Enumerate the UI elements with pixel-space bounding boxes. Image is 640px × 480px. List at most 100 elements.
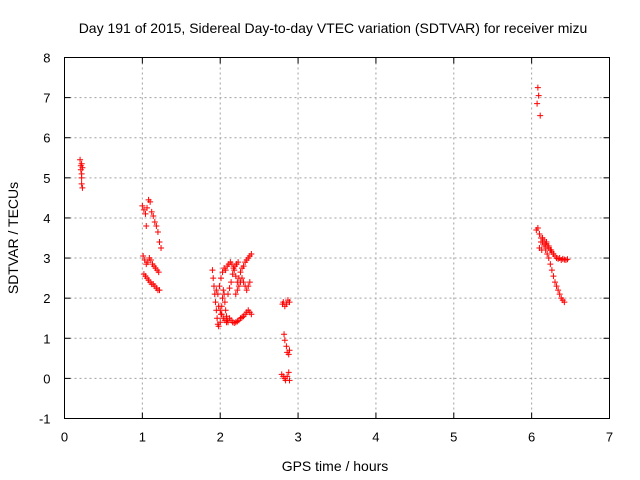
- data-point: [235, 283, 242, 290]
- data-point: [552, 279, 558, 286]
- data-point: [150, 212, 157, 219]
- y-tick-labels: -1 0 1 2 3 4 5 6 7 8: [39, 51, 51, 427]
- data-point: [209, 267, 216, 274]
- data-point: [286, 347, 293, 354]
- data-point: [234, 287, 241, 294]
- data-point: [235, 259, 242, 266]
- x-tick-label: 2: [217, 430, 224, 445]
- data-point: [222, 307, 229, 314]
- data-point: [561, 299, 568, 306]
- data-point: [148, 208, 155, 215]
- y-tick-label: -1: [39, 412, 51, 427]
- data-point: [217, 319, 224, 326]
- data-point: [245, 283, 252, 290]
- data-point: [141, 257, 148, 264]
- data-point: [283, 301, 290, 308]
- data-point: [555, 287, 562, 294]
- data-point: [562, 257, 569, 264]
- data-point: [156, 239, 163, 246]
- data-point: [79, 184, 86, 191]
- data-point: [285, 369, 292, 376]
- data-point: [239, 314, 246, 321]
- data-point: [226, 285, 233, 292]
- data-point: [548, 247, 555, 254]
- y-tick-label: 0: [43, 371, 50, 386]
- data-points: [77, 84, 571, 384]
- data-point: [286, 299, 293, 306]
- data-point: [79, 164, 86, 171]
- y-tick-label: 4: [43, 211, 50, 226]
- grid: [64, 57, 610, 419]
- data-point: [545, 243, 552, 250]
- data-point: [222, 267, 229, 274]
- x-tick-label: 0: [61, 430, 68, 445]
- data-point: [78, 180, 85, 187]
- data-point: [534, 224, 541, 231]
- data-point: [544, 251, 551, 258]
- data-point: [220, 287, 227, 294]
- data-point: [217, 275, 224, 282]
- data-point: [564, 256, 571, 263]
- data-point: [156, 287, 163, 294]
- data-point: [215, 323, 222, 330]
- x-tick-label: 3: [294, 430, 301, 445]
- y-tick-label: 8: [43, 51, 50, 66]
- data-point: [281, 331, 288, 338]
- data-point: [239, 275, 246, 282]
- data-point: [550, 273, 557, 280]
- data-point: [151, 218, 158, 225]
- data-point: [534, 84, 541, 91]
- data-point: [232, 273, 239, 280]
- data-point: [543, 239, 550, 246]
- data-point: [248, 311, 255, 318]
- data-point: [219, 295, 226, 302]
- data-point: [143, 222, 150, 229]
- x-tick-label: 5: [450, 430, 457, 445]
- data-point: [243, 287, 250, 294]
- data-point: [216, 283, 223, 290]
- data-point: [213, 287, 220, 294]
- x-tick-label: 6: [528, 430, 535, 445]
- data-point: [219, 269, 226, 276]
- data-point: [240, 279, 247, 286]
- data-point: [283, 343, 290, 350]
- data-point: [231, 267, 238, 274]
- x-tick-labels: 0 1 2 3 4 5 6 7: [61, 430, 613, 445]
- data-point: [547, 261, 554, 268]
- data-point: [232, 291, 239, 298]
- data-point: [77, 156, 84, 163]
- data-point: [545, 255, 552, 262]
- chart-title: Day 191 of 2015, Sidereal Day-to-day VTE…: [79, 20, 588, 36]
- data-point: [153, 222, 160, 229]
- x-tick-label: 1: [139, 430, 146, 445]
- x-tick-label: 7: [606, 430, 613, 445]
- data-point: [537, 239, 544, 246]
- data-point: [538, 247, 545, 254]
- data-point: [548, 267, 555, 274]
- data-point: [240, 263, 247, 270]
- data-point: [212, 299, 219, 306]
- data-point: [553, 283, 560, 290]
- data-point: [218, 311, 225, 318]
- data-point: [142, 210, 149, 217]
- data-point: [155, 269, 162, 276]
- x-axis-title: GPS time / hours: [282, 458, 389, 474]
- data-point: [78, 160, 85, 167]
- data-point: [139, 202, 146, 209]
- data-point: [214, 291, 221, 298]
- data-point: [214, 315, 221, 322]
- data-point: [154, 228, 161, 235]
- data-point: [284, 373, 291, 380]
- data-point: [210, 283, 217, 290]
- data-point: [140, 206, 147, 213]
- data-point: [534, 100, 541, 107]
- data-point: [147, 198, 154, 205]
- y-axis-title: SDTVAR / TECUs: [5, 182, 21, 294]
- data-point: [210, 275, 217, 282]
- y-tick-label: 7: [43, 91, 50, 106]
- data-point: [535, 92, 542, 99]
- data-point: [223, 313, 230, 320]
- data-point: [246, 279, 253, 286]
- data-point: [147, 257, 154, 264]
- data-point: [285, 351, 292, 358]
